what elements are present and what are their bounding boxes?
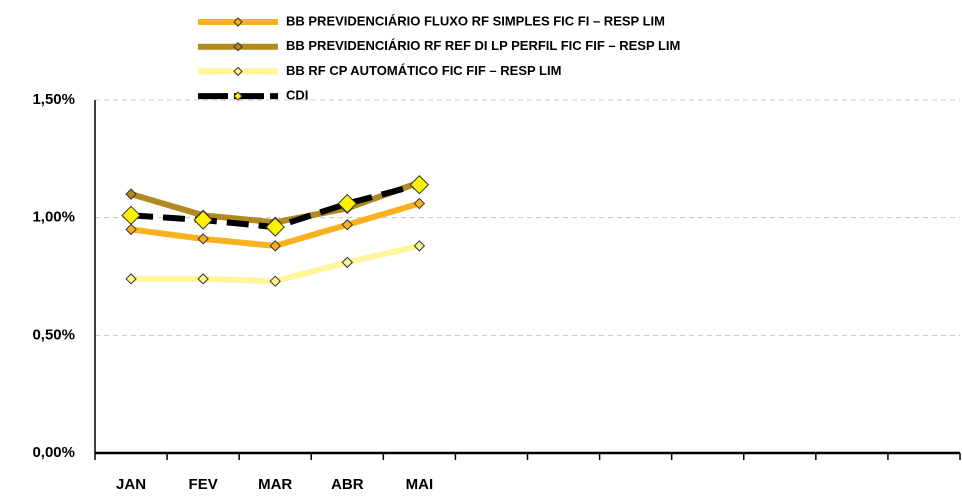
legend-marker — [233, 41, 243, 52]
legend-label: CDI — [286, 88, 308, 103]
point-marker — [197, 233, 209, 245]
point-marker — [125, 273, 137, 285]
point-marker — [413, 197, 426, 210]
y-tick-label: 1,50% — [32, 91, 75, 108]
point-marker — [193, 210, 213, 230]
x-tick-label: ABR — [331, 476, 364, 493]
point-marker — [413, 240, 426, 252]
point-marker — [121, 205, 141, 226]
point-marker — [269, 240, 281, 252]
point-marker — [341, 256, 353, 269]
point-marker — [125, 188, 137, 200]
legend-label: BB RF CP AUTOMÁTICO FIC FIF – RESP LIM — [286, 63, 561, 78]
legend-label: BB PREVIDENCIÁRIO RF REF DI LP PERFIL FI… — [286, 38, 680, 53]
y-tick-label: 0,00% — [32, 444, 75, 461]
legend-label: BB PREVIDENCIÁRIO FLUXO RF SIMPLES FIC F… — [286, 13, 665, 28]
x-tick-label: MAI — [406, 476, 434, 493]
legend-marker — [233, 66, 243, 77]
point-marker — [341, 219, 353, 231]
point-marker — [269, 275, 281, 287]
y-tick-label: 1,00% — [32, 209, 75, 226]
point-marker — [337, 193, 357, 214]
legend-marker — [233, 91, 243, 101]
y-tick-label: 0,50% — [32, 326, 75, 343]
point-marker — [125, 223, 137, 236]
legend-marker — [233, 17, 243, 27]
point-marker — [197, 273, 209, 285]
point-marker — [265, 217, 285, 237]
x-tick-label: FEV — [189, 476, 218, 493]
point-marker — [409, 175, 430, 195]
x-tick-label: JAN — [116, 476, 146, 493]
x-tick-label: MAR — [258, 476, 292, 493]
